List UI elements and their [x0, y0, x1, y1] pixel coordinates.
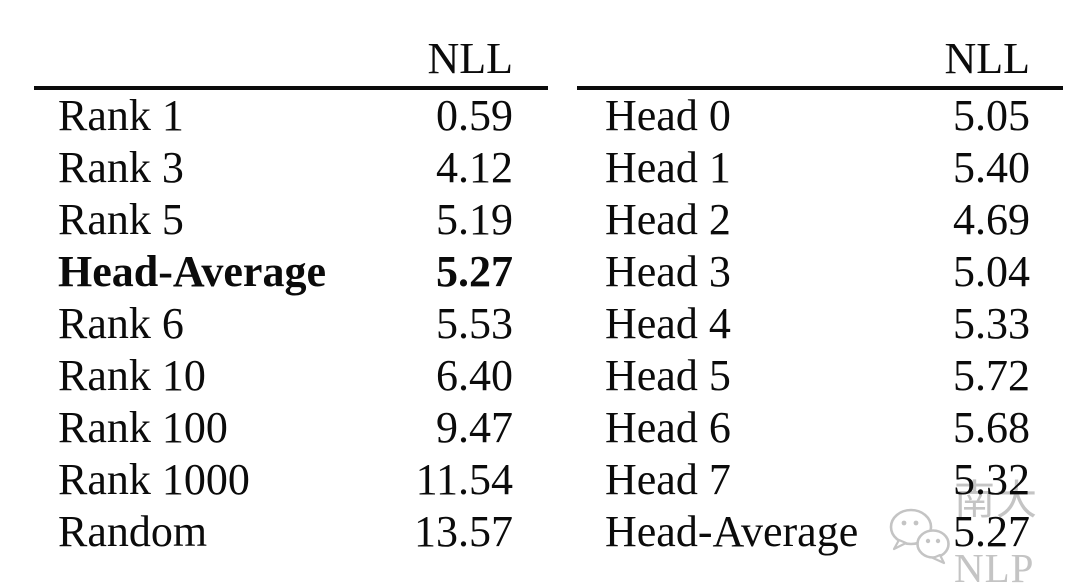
nll-column-header: NLL	[944, 34, 1030, 83]
rank-approximation-nll-table: NLL Rank 1 0.59 Rank 3 4.12 Rank 5 5.19 …	[34, 31, 548, 558]
row-label: Head 1	[605, 143, 731, 192]
table-row: Rank 1 0.59	[34, 90, 548, 142]
row-value: 5.27	[953, 507, 1030, 556]
row-value: 0.59	[436, 91, 513, 140]
wechat-watermark: 南大NLP	[886, 477, 1080, 585]
row-value: 5.32	[953, 455, 1030, 504]
row-label: Rank 5	[58, 195, 184, 244]
table-row: Rank 6 5.53	[34, 298, 548, 350]
table-row: Rank 3 4.12	[34, 142, 548, 194]
row-value: 5.72	[953, 351, 1030, 400]
row-value: 11.54	[415, 455, 513, 504]
row-label: Head 3	[605, 247, 731, 296]
row-label: Rank 3	[58, 143, 184, 192]
table-row: Rank 100 9.47	[34, 402, 548, 454]
header-empty-cell	[577, 31, 880, 86]
row-label: Head-Average	[58, 247, 326, 296]
row-value: 5.05	[953, 91, 1030, 140]
table-row: Rank 1000 11.54	[34, 454, 548, 506]
table-row: Rank 10 6.40	[34, 350, 548, 402]
row-label: Head 2	[605, 195, 731, 244]
table-row: Head 7 5.32	[577, 454, 1063, 506]
table-row: Head 3 5.04	[577, 246, 1063, 298]
row-value: 4.69	[953, 195, 1030, 244]
nll-column-header: NLL	[427, 34, 513, 83]
row-value: 5.19	[436, 195, 513, 244]
row-label: Rank 10	[58, 351, 206, 400]
row-label: Head 7	[605, 455, 731, 504]
table-row-head-average: Head-Average 5.27	[34, 246, 548, 298]
row-value: 5.68	[953, 403, 1030, 452]
row-label: Head-Average	[605, 507, 859, 556]
row-label: Head 0	[605, 91, 731, 140]
wechat-icon	[886, 503, 952, 565]
watermark-text: 南大NLP	[954, 477, 1038, 585]
row-label: Head 4	[605, 299, 731, 348]
header-empty-cell	[34, 31, 363, 86]
table-row-head-average: Head-Average 5.27	[577, 506, 1063, 558]
table-row: Head 6 5.68	[577, 402, 1063, 454]
row-value: 13.57	[414, 507, 513, 556]
row-value: 5.04	[953, 247, 1030, 296]
row-value: 5.33	[953, 299, 1030, 348]
table-header-row: NLL	[34, 31, 548, 86]
table-row: Head 5 5.72	[577, 350, 1063, 402]
row-value: 4.12	[436, 143, 513, 192]
row-label: Rank 1	[58, 91, 184, 140]
header-rule	[577, 86, 1063, 90]
table-row: Head 0 5.05	[577, 90, 1063, 142]
row-value: 6.40	[436, 351, 513, 400]
table-row: Random 13.57	[34, 506, 548, 558]
row-label: Head 5	[605, 351, 731, 400]
table-row: Head 2 4.69	[577, 194, 1063, 246]
per-head-nll-table: NLL Head 0 5.05 Head 1 5.40 Head 2 4.69 …	[577, 31, 1063, 558]
table-row: Rank 5 5.19	[34, 194, 548, 246]
table-row: Head 1 5.40	[577, 142, 1063, 194]
row-value: 5.53	[436, 299, 513, 348]
header-rule	[34, 86, 548, 90]
row-label: Rank 100	[58, 403, 228, 452]
row-label: Head 6	[605, 403, 731, 452]
table-row: Head 4 5.33	[577, 298, 1063, 350]
row-label: Rank 6	[58, 299, 184, 348]
row-value: 5.27	[436, 247, 513, 296]
row-value: 9.47	[436, 403, 513, 452]
table-header-row: NLL	[577, 31, 1063, 86]
row-label: Random	[58, 507, 208, 556]
row-label: Rank 1000	[58, 455, 250, 504]
row-value: 5.40	[953, 143, 1030, 192]
